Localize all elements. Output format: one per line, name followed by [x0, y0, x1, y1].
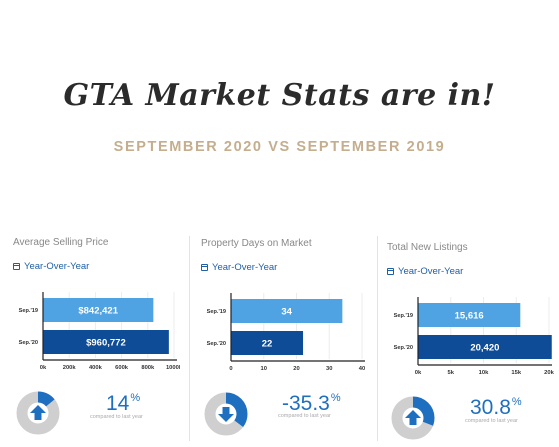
change-percent: 14%	[106, 392, 141, 415]
compare-text: compared to last year	[278, 413, 331, 419]
panel-title: Total New Listings	[387, 242, 468, 253]
panel-divider	[377, 236, 378, 441]
value-label: 15,616	[455, 311, 484, 322]
change-percent: 30.8%	[470, 396, 522, 419]
period-label: Year-Over-Year	[398, 266, 464, 277]
period-filter[interactable]: Year-Over-Year	[201, 262, 277, 273]
x-tick-label: 1000k	[166, 365, 180, 371]
arrow-down-icon	[218, 407, 234, 422]
x-tick-label: 5k	[448, 370, 455, 376]
x-tick-label: 10	[261, 366, 267, 372]
donut-chart	[204, 392, 248, 436]
bar	[231, 331, 304, 355]
x-tick-label: 0	[229, 366, 232, 372]
bar	[43, 330, 169, 354]
period-filter[interactable]: Year-Over-Year	[13, 261, 89, 272]
category-label: Sep.'20	[394, 345, 413, 351]
bar	[418, 303, 521, 327]
x-tick-label: 200k	[63, 365, 77, 371]
category-label: Sep.'20	[19, 340, 38, 346]
category-label: Sep.'19	[394, 313, 413, 319]
category-label: Sep.'19	[19, 308, 38, 314]
value-label: 34	[281, 307, 292, 318]
donut-arc	[204, 392, 248, 436]
panel-divider	[189, 236, 190, 441]
x-tick-label: 600k	[115, 365, 129, 371]
x-tick-label: 10k	[479, 370, 489, 376]
period-filter[interactable]: Year-Over-Year	[387, 266, 463, 277]
donut-arc	[391, 396, 435, 440]
bar-chart-selling-price: 0k 200k 400k 600k 800k 1000k Sep.'19 $842,421 Se…	[19, 292, 180, 371]
value-label: 20,420	[470, 343, 499, 354]
calendar-icon	[387, 268, 394, 275]
x-tick-label: 400k	[89, 365, 103, 371]
compare-text: compared to last year	[465, 418, 518, 424]
x-tick-label: 15k	[511, 370, 521, 376]
category-label: Sep.'20	[207, 341, 226, 347]
x-tick-label: 40	[359, 366, 365, 372]
bar	[231, 299, 343, 323]
donut-chart	[391, 396, 435, 440]
bar	[43, 298, 154, 322]
panel-title: Average Selling Price	[13, 237, 109, 248]
x-tick-label: 20k	[544, 370, 554, 376]
calendar-icon	[201, 264, 208, 271]
arrow-up-icon	[30, 405, 46, 420]
x-tick-label: 20	[293, 366, 299, 372]
x-tick-label: 0k	[40, 365, 47, 371]
category-label: Sep.'19	[207, 309, 226, 315]
bar	[418, 335, 552, 359]
x-tick-label: 30	[326, 366, 332, 372]
change-percent: -35.3%	[282, 392, 341, 415]
donut-arc	[16, 391, 60, 435]
page-subtitle: SEPTEMBER 2020 VS SEPTEMBER 2019	[113, 139, 446, 155]
period-label: Year-Over-Year	[24, 261, 90, 272]
calendar-icon	[13, 263, 20, 270]
arrow-up-icon	[405, 410, 421, 425]
bar-chart-new-listings: 0k 5k 10k 15k 20k Sep.'19 15,616 Sep.'20 20,420	[394, 297, 555, 376]
bar-chart-days-on-market: 0 10 20 30 40 Sep.'19 34 Sep.'20 22	[207, 293, 365, 372]
compare-text: compared to last year	[90, 414, 143, 420]
value-label: $842,421	[78, 306, 118, 317]
panel-title: Property Days on Market	[201, 238, 312, 249]
x-tick-label: 0k	[415, 370, 422, 376]
donut-chart	[16, 391, 60, 435]
period-label: Year-Over-Year	[212, 262, 278, 273]
value-label: 22	[262, 339, 273, 350]
value-label: $960,772	[86, 338, 126, 349]
x-tick-label: 800k	[141, 365, 155, 371]
page-title: GTA Market Stats are in!	[63, 78, 496, 113]
